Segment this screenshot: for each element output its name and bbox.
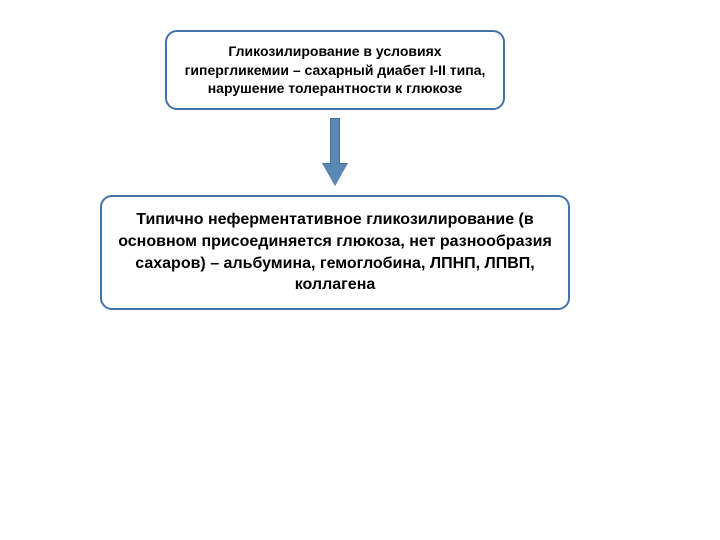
arrow-down (326, 118, 344, 186)
bottom-box: Типично неферментативное гликозилировани… (100, 195, 570, 310)
top-box: Гликозилирование в условиях гипергликеми… (165, 30, 505, 110)
top-box-text: Гликозилирование в условиях гипергликеми… (183, 42, 487, 99)
arrow-shaft (330, 118, 340, 166)
bottom-box-text: Типично неферментативное гликозилировани… (118, 209, 552, 295)
arrow-head-icon (323, 164, 347, 186)
